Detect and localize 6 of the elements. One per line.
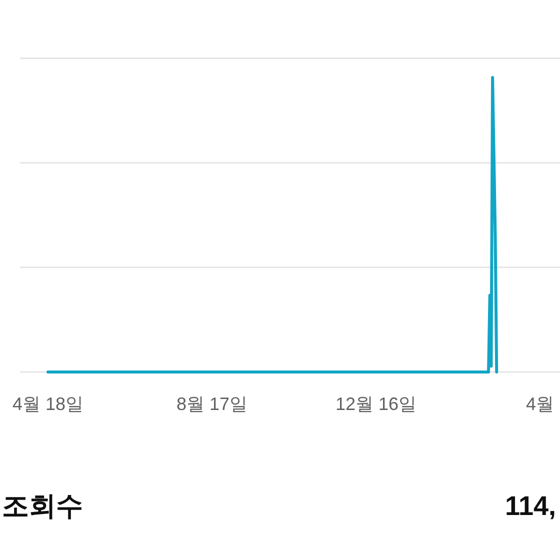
x-tick-label: 12월 16일 [335,394,417,414]
x-tick-label: 8월 17일 [176,394,248,414]
text: 114, [504,491,556,521]
text: 조회수 [2,491,83,521]
x-tick-label: 4월 18일 [12,394,84,414]
x-tick-label: 4월 [526,394,554,414]
